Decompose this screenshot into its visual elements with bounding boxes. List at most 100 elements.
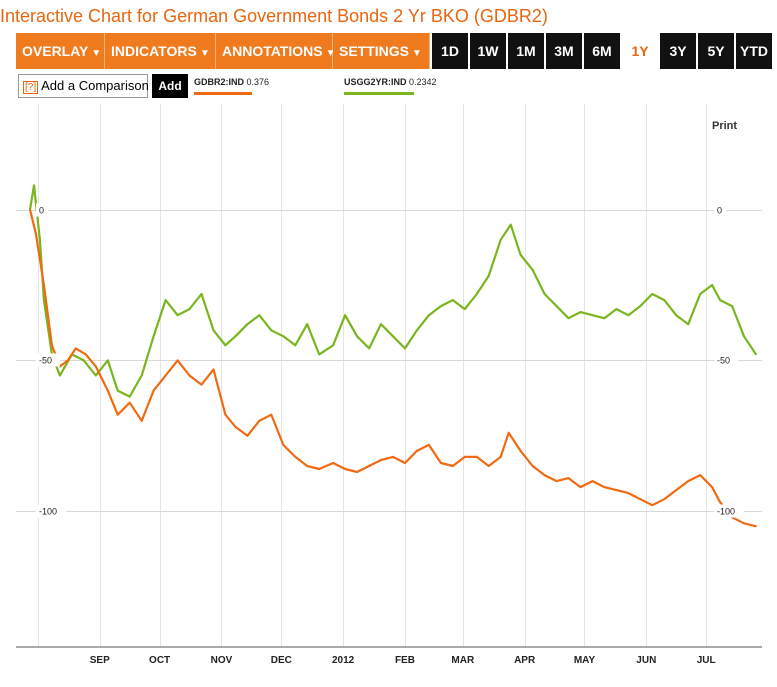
data-point <box>392 335 394 338</box>
vertical-gridlines <box>38 104 707 647</box>
y-tick-label: -50 <box>39 356 52 366</box>
data-point <box>188 308 191 310</box>
y-tick-label-bg <box>714 203 726 217</box>
data-point <box>499 238 502 241</box>
series-line <box>28 209 757 528</box>
data-point <box>615 489 618 491</box>
data-point <box>603 486 606 488</box>
data-point <box>344 314 346 317</box>
data-point <box>116 389 119 392</box>
annotations-menu[interactable]: ANNOTATIONS ▼ <box>216 33 336 69</box>
data-point <box>246 434 249 437</box>
data-point <box>663 498 666 501</box>
range-3m-button[interactable]: 3M <box>546 33 582 69</box>
data-point <box>687 480 690 482</box>
data-point <box>39 238 41 241</box>
x-tick-label: SEP <box>90 655 110 666</box>
data-point <box>306 323 309 326</box>
series-usgg2yr-ind <box>28 184 757 398</box>
range-3y-button[interactable]: 3Y <box>660 33 696 69</box>
y-tick-label-bg <box>36 504 66 518</box>
data-point <box>711 486 713 488</box>
data-point <box>116 413 119 416</box>
legend-item-gdbr2: GDBR2:IND 0.376 <box>194 77 269 87</box>
data-point <box>368 465 370 467</box>
data-point <box>282 335 285 338</box>
data-point <box>392 456 394 458</box>
data-point <box>67 359 69 362</box>
x-tick-label: 2012 <box>332 655 355 666</box>
data-point <box>43 284 45 286</box>
x-tick-label: FEB <box>395 655 415 666</box>
chevron-down-icon: ▼ <box>412 48 422 59</box>
data-point <box>675 489 678 491</box>
data-point <box>140 419 143 422</box>
x-tick-label: APR <box>514 655 536 666</box>
range-6m-button[interactable]: 6M <box>584 33 620 69</box>
overlay-menu[interactable]: OVERLAY ▼ <box>16 33 105 69</box>
data-point <box>543 474 546 476</box>
print-link[interactable]: Print <box>712 120 738 132</box>
y-tick-label: -100 <box>39 507 57 517</box>
help-icon[interactable]: [?] <box>23 81 39 94</box>
x-tick-label: OCT <box>149 655 170 666</box>
data-point <box>82 359 85 362</box>
range-1y-button[interactable]: 1Y <box>622 33 658 69</box>
data-point <box>555 480 558 482</box>
range-ytd-button[interactable]: YTD <box>736 33 772 69</box>
data-point <box>258 314 261 317</box>
data-point <box>128 401 131 404</box>
data-point <box>84 353 87 356</box>
data-point <box>719 299 721 301</box>
annotations-menu-label: ANNOTATIONS <box>222 43 323 59</box>
x-tick-label: NOV <box>211 655 233 666</box>
x-tick-label: MAY <box>574 655 596 666</box>
data-point <box>51 344 53 347</box>
data-point <box>603 317 606 320</box>
data-point <box>344 468 346 470</box>
y-tick-label-bg <box>36 353 60 367</box>
range-1w-button[interactable]: 1W <box>470 33 506 69</box>
data-point <box>731 305 733 307</box>
data-point <box>651 504 654 507</box>
data-point <box>270 413 273 416</box>
data-point <box>318 353 321 356</box>
data-point <box>755 525 757 528</box>
range-5y-button[interactable]: 5Y <box>698 33 734 69</box>
data-point <box>43 299 45 301</box>
data-point <box>579 311 582 313</box>
data-point <box>94 374 97 377</box>
legend-ticker: USGG2YR:IND <box>344 77 407 87</box>
y-tick-labels: 0 0 -50 -50 -100 -100 <box>36 203 744 518</box>
data-point <box>94 365 97 368</box>
add-comparison-input[interactable]: [?] Add a Comparison <box>18 74 149 98</box>
range-1d-button[interactable]: 1D <box>432 33 468 69</box>
series-line <box>28 184 757 398</box>
data-point <box>519 253 522 256</box>
data-point <box>627 314 630 317</box>
data-point <box>246 323 249 326</box>
data-point <box>380 459 382 461</box>
data-point <box>440 305 442 307</box>
settings-menu[interactable]: SETTINGS ▼ <box>333 33 430 69</box>
data-point <box>380 323 382 326</box>
data-point <box>711 284 713 286</box>
horizontal-gridlines <box>16 210 762 512</box>
data-point <box>591 314 594 317</box>
data-point <box>475 456 478 458</box>
legend-value: 0.376 <box>246 77 270 87</box>
x-tick-labels: SEP OCT NOV DEC 2012 FEB MAR APR MAY JUN JUL <box>90 655 716 666</box>
range-1m-button[interactable]: 1M <box>508 33 544 69</box>
data-point <box>463 456 466 458</box>
data-point <box>332 344 334 347</box>
indicators-menu[interactable]: INDICATORS ▼ <box>105 33 216 69</box>
data-point <box>627 492 630 494</box>
data-point <box>743 335 745 338</box>
data-point <box>475 293 478 295</box>
data-point <box>755 353 757 356</box>
legend-item-usgg2yr: USGG2YR:IND 0.2342 <box>344 77 437 87</box>
x-tick-label: MAR <box>451 655 475 666</box>
data-point <box>176 359 179 362</box>
add-comparison-button[interactable]: Add <box>152 74 188 98</box>
data-point <box>404 462 406 464</box>
